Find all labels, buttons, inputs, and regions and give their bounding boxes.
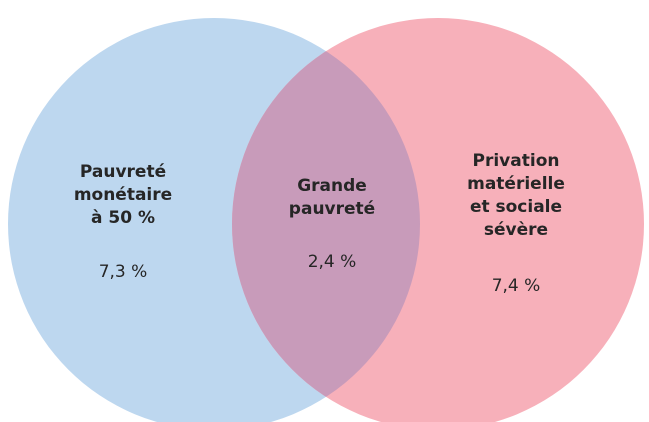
set-value: 7,4 % <box>492 276 541 296</box>
set-label: Grande <box>297 176 367 196</box>
set-value: 7,3 % <box>99 262 148 282</box>
set-label: matérielle <box>467 174 565 194</box>
set-value: 2,4 % <box>308 252 357 272</box>
set-label: à 50 % <box>91 208 155 228</box>
intersection-area <box>232 18 420 422</box>
labels: Pauvreté monétaire à 50 % 7,3 % Privation mat… <box>74 151 565 296</box>
set-label: pauvreté <box>289 199 375 219</box>
set-label: et sociale <box>470 197 562 217</box>
set-label: sévère <box>484 220 548 240</box>
set-label: Pauvreté <box>80 162 166 182</box>
set-label: monétaire <box>74 185 172 205</box>
set-label: Privation <box>473 151 560 171</box>
